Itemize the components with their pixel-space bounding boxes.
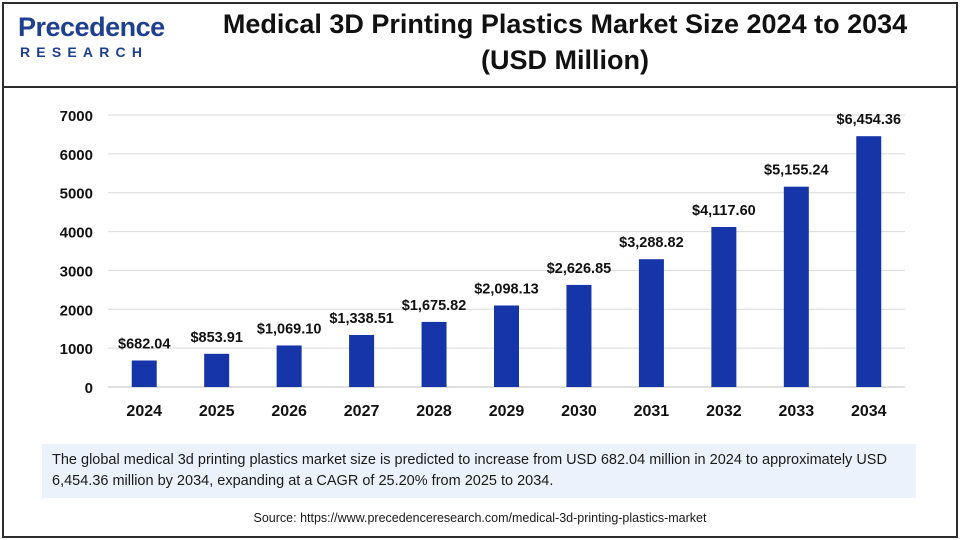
- x-tick-label-2028: 2028: [416, 403, 452, 420]
- data-label-2027: $1,338.51: [329, 311, 394, 327]
- header-divider: [2, 86, 958, 88]
- logo-subtext: RESEARCH: [20, 44, 149, 60]
- logo-main: recedence: [35, 12, 166, 42]
- x-tick-label-2031: 2031: [634, 403, 670, 420]
- data-label-2025: $853.91: [190, 330, 242, 346]
- description-text: The global medical 3d printing plastics …: [52, 452, 887, 489]
- chart-title-line2: (USD Million): [481, 45, 649, 75]
- source-text: Source: https://www.precedenceresearch.c…: [253, 511, 707, 525]
- bar-2030: [566, 284, 592, 387]
- x-tick-label-2033: 2033: [779, 403, 815, 420]
- y-tick-label: 2000: [60, 302, 93, 319]
- x-tick-label-2034: 2034: [851, 403, 887, 420]
- data-label-2031: $3,288.82: [619, 235, 684, 251]
- chart-title: Medical 3D Printing Plastics Market Size…: [190, 6, 940, 78]
- x-tick-label-2030: 2030: [561, 403, 597, 420]
- x-tick-label-2027: 2027: [344, 403, 380, 420]
- description-box: The global medical 3d printing plastics …: [42, 444, 916, 498]
- data-label-2034: $6,454.36: [837, 112, 902, 128]
- y-tick-label: 4000: [60, 225, 93, 242]
- logo-initial: P: [18, 12, 36, 42]
- data-label-2028: $1,675.82: [402, 298, 467, 314]
- y-tick-label: 3000: [60, 263, 93, 280]
- bar-2034: [856, 136, 882, 387]
- x-tick-label-2032: 2032: [706, 403, 742, 420]
- y-tick-label: 0: [85, 380, 93, 397]
- bar-2032: [711, 227, 737, 387]
- bar-2033: [783, 186, 809, 387]
- bar-chart: 0 1000 2000 3000 4000 5000 6000 7000 $682.04 2024…: [60, 108, 905, 420]
- logo-wordmark: Precedence: [18, 12, 165, 43]
- y-tick-label: 1000: [60, 341, 93, 358]
- data-label-2024: $682.04: [118, 336, 170, 352]
- y-tick-label: 5000: [60, 186, 93, 203]
- x-tick-label-2026: 2026: [271, 403, 307, 420]
- bar-2029: [494, 305, 519, 387]
- data-label-2030: $2,626.85: [547, 261, 612, 277]
- data-label-2029: $2,098.13: [474, 281, 539, 297]
- bar-2031: [638, 259, 664, 387]
- bar-2027: [349, 334, 375, 387]
- brand-logo: Precedence RESEARCH: [18, 12, 168, 67]
- bar-2025: [204, 353, 230, 387]
- y-tick-label: 6000: [60, 147, 93, 164]
- x-tick-label-2025: 2025: [199, 403, 235, 420]
- bar-2024: [131, 360, 157, 387]
- x-tick-label-2024: 2024: [126, 403, 162, 420]
- bar-2026: [276, 345, 302, 387]
- x-tick-label-2029: 2029: [489, 403, 525, 420]
- y-tick-label: 7000: [60, 108, 93, 125]
- chart-title-line1: Medical 3D Printing Plastics Market Size…: [222, 9, 908, 39]
- bar-2028: [421, 321, 447, 387]
- data-label-2033: $5,155.24: [764, 163, 829, 179]
- data-label-2032: $4,117.60: [692, 203, 756, 219]
- data-label-2026: $1,069.10: [257, 321, 322, 337]
